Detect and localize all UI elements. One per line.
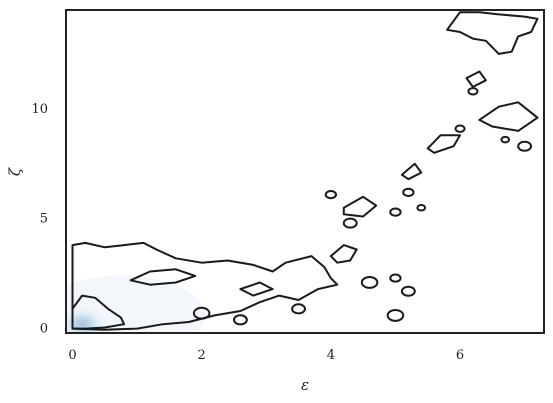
contour-blob-5 [386,308,405,322]
contour-top-island [446,11,539,55]
contour-mid-island-b [239,281,274,297]
y-axis-label: ζ [6,167,24,176]
contour-middle-island-1 [329,244,358,264]
contour-inner-origin [71,294,126,330]
contour-blob-1 [192,306,211,320]
contour-blob-8 [342,217,358,229]
contour-middle-island-3 [400,162,423,181]
y-tick-label-10: 10 [31,102,48,117]
x-tick-label-4: 4 [327,348,335,363]
contour-blob-11 [389,207,402,217]
contour-middle-island-2 [342,195,378,218]
contour-blob-9 [324,189,338,200]
contour-blob-15 [517,140,533,152]
contour-blob-12 [416,204,427,212]
contour-blob-14 [467,87,479,96]
contour-blob-6 [400,285,416,297]
x-tick-label-0: 0 [68,348,76,363]
contour-blob-7 [389,273,402,283]
contour-blob-2 [232,314,248,326]
x-axis-ticks: 0 2 4 6 [68,348,464,363]
y-axis-ticks: 0 5 10 [31,102,48,337]
contour-upper-island-2 [478,101,539,132]
contour-blob-3 [291,303,306,315]
plot-area [66,10,544,333]
contour-blob-13 [454,124,466,133]
contour-upper-island-3 [465,70,487,88]
contour-blobs [192,87,533,326]
x-axis-label: ε [301,376,309,394]
plot-frame [65,9,545,334]
y-tick-label-5: 5 [40,212,48,227]
x-tick-label-6: 6 [456,348,464,363]
contour-upper-island-1 [426,134,461,154]
contour-blob-4 [360,276,379,289]
density-low-fill [66,275,205,333]
contour-mid-island-a [129,268,197,286]
contour-blob-10 [402,187,415,197]
y-tick-label-0: 0 [40,322,48,337]
contour-blob-16 [500,135,511,144]
x-tick-label-2: 2 [198,348,206,363]
